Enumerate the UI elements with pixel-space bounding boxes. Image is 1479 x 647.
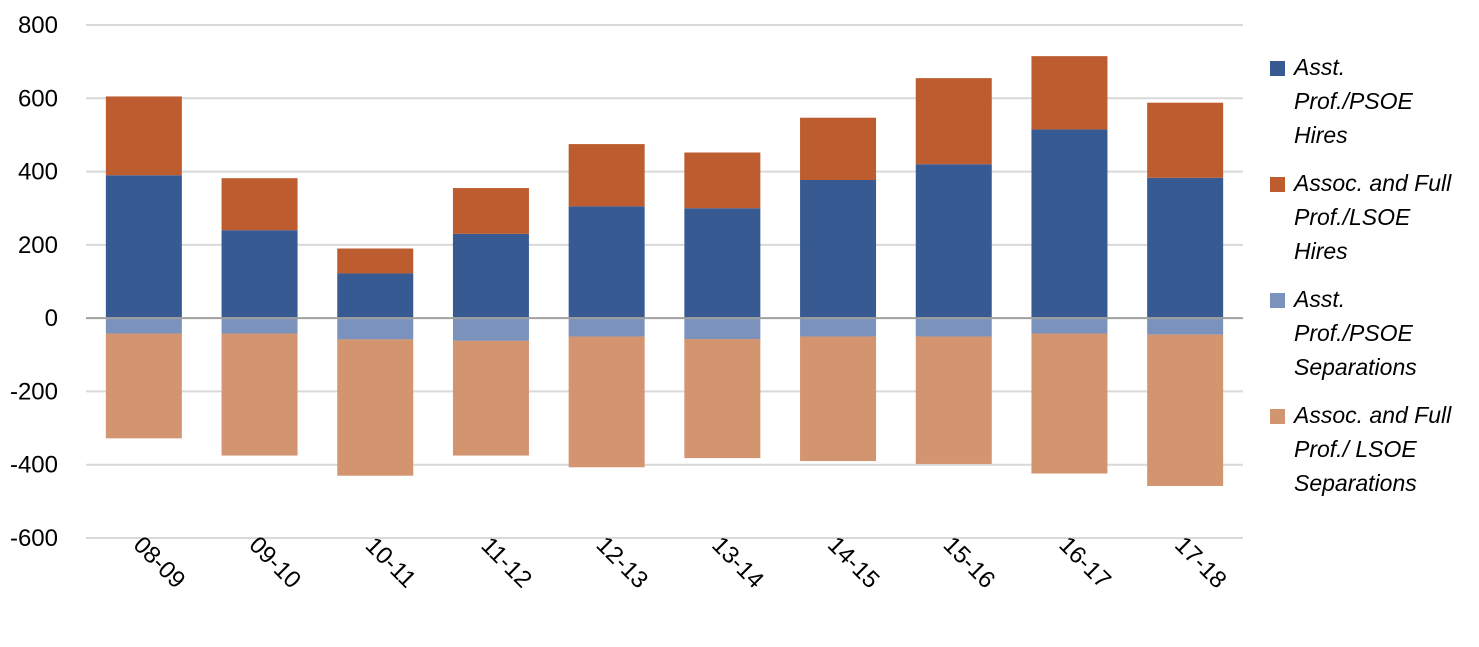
bar-13-14-series-2 [684,318,761,340]
bar-09-10-series-0 [221,230,298,319]
bar-13-14-series-0 [684,208,761,319]
bar-12-13-series-2 [568,318,645,337]
x-tick-label-08-09: 08-09 [128,531,191,594]
bar-17-18-series-3 [1147,334,1224,486]
bar-17-18-series-0 [1147,177,1224,319]
bar-09-10-series-1 [221,178,298,231]
legend-item-assoc-hires: Assoc. and Full Prof./LSOE Hires [1270,166,1475,268]
bar-10-11-series-2 [337,318,414,340]
bar-09-10-series-3 [221,333,298,456]
x-tick-label-11-12: 11-12 [476,532,537,593]
legend-swatch-asst-separations [1270,293,1285,308]
x-tick-label-16-17: 16-17 [1054,531,1117,594]
legend-item-asst-separations: Asst. Prof./PSOE Separations [1270,282,1475,384]
bar-08-09-series-2 [105,318,182,334]
x-tick-label-13-14: 13-14 [706,531,769,594]
bar-13-14-series-3 [684,339,761,459]
bar-08-09-series-1 [105,96,182,176]
bar-14-15-series-3 [800,336,877,462]
bar-14-15-series-0 [800,179,877,319]
y-tick-label-0: 0 [45,305,58,332]
x-tick-label-15-16: 15-16 [938,531,1001,594]
y-tick-label-400: 400 [18,159,58,186]
bar-16-17-series-3 [1031,333,1108,474]
legend-swatch-assoc-separations [1270,409,1285,424]
bar-10-11-series-1 [337,248,414,274]
x-tick-label-14-15: 14-15 [822,531,885,594]
bar-12-13-series-1 [568,144,645,207]
bar-15-16-series-3 [915,336,992,464]
bar-17-18-series-1 [1147,102,1224,178]
legend-label-asst-separations: Asst. Prof./PSOE Separations [1294,286,1417,380]
y-tick-label--200: -200 [10,378,58,405]
bar-13-14-series-1 [684,152,761,209]
bar-16-17-series-1 [1031,56,1108,130]
y-tick-label-600: 600 [18,85,58,112]
x-tick-label-10-11: 10-11 [360,532,421,593]
legend-label-assoc-separations: Assoc. and Full Prof./ LSOE Separations [1294,402,1452,496]
legend-item-assoc-separations: Assoc. and Full Prof./ LSOE Separations [1270,398,1475,500]
legend-label-asst-hires: Asst. Prof./PSOE Hires [1294,54,1413,148]
bar-11-12-series-3 [452,340,529,456]
bar-11-12-series-2 [452,318,529,341]
legend: Asst. Prof./PSOE Hires Assoc. and Full P… [1270,50,1475,514]
y-tick-label-800: 800 [18,12,58,39]
y-tick-label-200: 200 [18,232,58,259]
bar-10-11-series-0 [337,273,414,319]
bar-09-10-series-2 [221,318,298,334]
bar-08-09-series-3 [105,333,182,439]
bar-17-18-series-2 [1147,318,1224,335]
x-tick-label-09-10: 09-10 [244,531,307,594]
y-tick-label--400: -400 [10,452,58,479]
bar-12-13-series-3 [568,336,645,468]
legend-label-assoc-hires: Assoc. and Full Prof./LSOE Hires [1294,170,1452,264]
bar-15-16-series-0 [915,164,992,319]
legend-swatch-asst-hires [1270,61,1285,76]
bar-15-16-series-1 [915,78,992,165]
y-tick-label--600: -600 [10,525,58,552]
legend-item-asst-hires: Asst. Prof./PSOE Hires [1270,50,1475,152]
legend-swatch-assoc-hires [1270,177,1285,192]
bar-11-12-series-0 [452,233,529,319]
bar-16-17-series-2 [1031,318,1108,334]
x-tick-label-17-18: 17-18 [1169,531,1232,594]
bar-14-15-series-2 [800,318,877,337]
bar-11-12-series-1 [452,188,529,234]
bar-10-11-series-3 [337,339,414,476]
bar-08-09-series-0 [105,175,182,319]
bar-12-13-series-0 [568,206,645,319]
bar-16-17-series-0 [1031,129,1108,319]
bar-15-16-series-2 [915,318,992,337]
bar-14-15-series-1 [800,117,877,180]
x-tick-label-12-13: 12-13 [591,531,654,594]
